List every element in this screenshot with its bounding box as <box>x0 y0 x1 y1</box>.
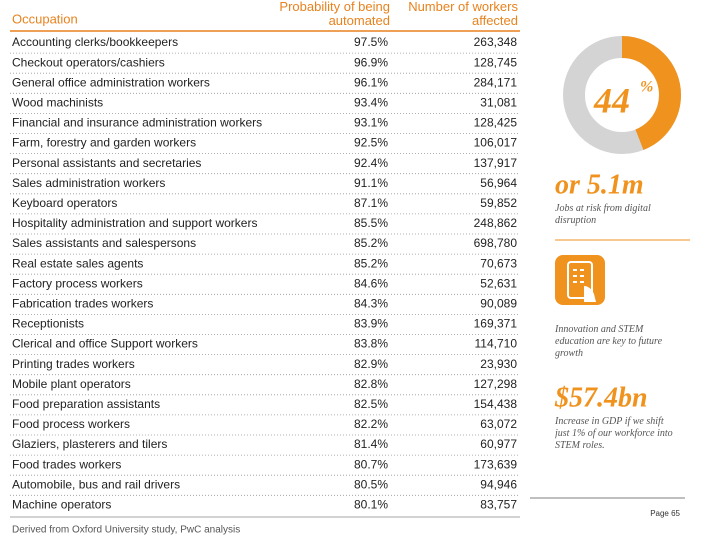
occupation: Mobile plant operators <box>12 377 131 391</box>
icon-hand <box>584 286 596 302</box>
occupation: Sales assistants and salespersons <box>12 236 196 250</box>
workers: 56,964 <box>480 176 517 190</box>
icon-keys <box>573 269 584 283</box>
gdp-caption-box: Increase in GDP if we shift just 1% of o… <box>555 416 673 451</box>
probability: 85.2% <box>354 236 388 250</box>
workers: 114,710 <box>475 337 518 351</box>
probability: 80.1% <box>354 498 388 512</box>
probability: 85.2% <box>354 256 388 270</box>
stem-caption-box: Innovation and STEM education are key to… <box>555 324 663 359</box>
workers: 169,371 <box>474 317 518 331</box>
header-prob-box: Probability of being automated <box>279 0 390 28</box>
occupation: Financial and insurance administration w… <box>12 116 262 130</box>
occupation: Printing trades workers <box>12 357 135 371</box>
occupation: Accounting clerks/bookkeepers <box>12 35 178 49</box>
workers: 154,438 <box>474 397 518 411</box>
jobs-caption: Jobs at risk from digital disruption <box>555 203 651 226</box>
phone-icon <box>555 255 605 305</box>
probability: 96.9% <box>354 55 388 69</box>
workers: 90,089 <box>480 297 517 311</box>
donut-unit: % <box>640 79 653 96</box>
workers: 173,639 <box>474 457 518 471</box>
workers: 248,862 <box>474 216 518 230</box>
workers: 52,631 <box>480 276 517 290</box>
occupation: Real estate sales agents <box>12 256 143 270</box>
occupation: Machine operators <box>12 498 111 512</box>
probability: 84.3% <box>354 297 388 311</box>
workers: 137,917 <box>474 156 518 170</box>
occupation: Personal assistants and secretaries <box>12 156 201 170</box>
probability: 82.9% <box>354 357 388 371</box>
gdp-figure: $57.4bn <box>554 382 648 413</box>
jobs-caption-box: Jobs at risk from digital disruption <box>555 203 651 226</box>
probability: 93.1% <box>354 116 388 130</box>
workers: 127,298 <box>474 377 518 391</box>
occupation: Sales administration workers <box>12 176 165 190</box>
workers: 263,348 <box>474 35 518 49</box>
workers: 128,745 <box>474 55 518 69</box>
occupation: Wood machinists <box>12 96 103 110</box>
occupation: Food process workers <box>12 417 130 431</box>
probability: 82.8% <box>354 377 388 391</box>
occupation: Hospitality administration and support w… <box>12 216 257 230</box>
jobs-figure: or 5.1m <box>555 169 644 200</box>
header-probability: Probability of being automated <box>279 0 390 28</box>
occupation: Receptionists <box>12 317 84 331</box>
workers: 698,780 <box>474 236 518 250</box>
occupation: Clerical and office Support workers <box>12 337 198 351</box>
workers: 83,757 <box>480 498 517 512</box>
occupation: Factory process workers <box>12 276 143 290</box>
header-workers-box: Number of workers affected <box>408 0 518 28</box>
probability: 83.8% <box>354 337 388 351</box>
stem-caption: Innovation and STEM education are key to… <box>555 324 663 359</box>
probability: 83.9% <box>354 317 388 331</box>
workers: 23,930 <box>480 357 517 371</box>
workers: 59,852 <box>480 196 517 210</box>
occupation: Food preparation assistants <box>12 397 160 411</box>
occupation: Glaziers, plasterers and tilers <box>12 437 167 451</box>
workers: 70,673 <box>480 256 517 270</box>
donut-value: 44 <box>593 80 630 120</box>
probability: 96.1% <box>354 75 388 89</box>
page-number: Page 65 <box>650 509 680 518</box>
probability: 85.5% <box>354 216 388 230</box>
header-occupation: Occupation <box>12 11 78 26</box>
occupation: Keyboard operators <box>12 196 117 210</box>
workers: 63,072 <box>480 417 517 431</box>
probability: 92.4% <box>354 156 388 170</box>
occupation: General office administration workers <box>12 75 210 89</box>
probability: 82.5% <box>354 397 388 411</box>
probability: 81.4% <box>354 437 388 451</box>
probability: 93.4% <box>354 96 388 110</box>
workers: 284,171 <box>474 75 518 89</box>
icon-phone <box>567 261 593 299</box>
probability: 92.5% <box>354 136 388 150</box>
probability: 82.2% <box>354 417 388 431</box>
probability: 97.5% <box>354 35 388 49</box>
header-workers: Number of workers affected <box>408 0 518 28</box>
occupation: Checkout operators/cashiers <box>12 55 165 69</box>
source-note: Derived from Oxford University study, Pw… <box>12 525 240 536</box>
probability: 84.6% <box>354 276 388 290</box>
occupation: Farm, forestry and garden workers <box>12 136 196 150</box>
donut-arc <box>563 36 681 154</box>
probability: 91.1% <box>354 176 388 190</box>
probability: 80.5% <box>354 477 388 491</box>
workers: 60,977 <box>480 437 517 451</box>
occupation: Automobile, bus and rail drivers <box>12 477 180 491</box>
occupation: Fabrication trades workers <box>12 297 153 311</box>
workers: 94,946 <box>480 477 517 491</box>
workers: 128,425 <box>474 116 518 130</box>
workers: 31,081 <box>480 96 517 110</box>
probability: 87.1% <box>354 196 388 210</box>
gdp-caption: Increase in GDP if we shift just 1% of o… <box>555 416 673 451</box>
probability: 80.7% <box>354 457 388 471</box>
occupation: Food trades workers <box>12 457 121 471</box>
workers: 106,017 <box>474 136 518 150</box>
table-body: Accounting clerks/bookkeepers 97.5% 263,34… <box>10 35 520 512</box>
